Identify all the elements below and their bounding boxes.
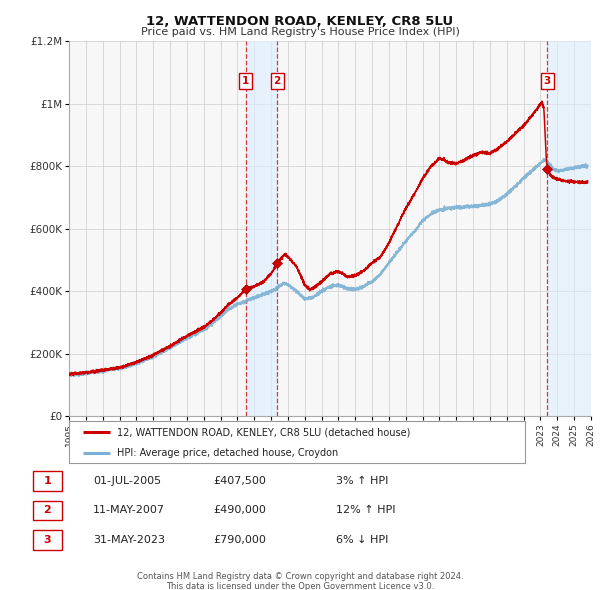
Text: £490,000: £490,000 bbox=[213, 506, 266, 515]
Text: Contains HM Land Registry data © Crown copyright and database right 2024.: Contains HM Land Registry data © Crown c… bbox=[137, 572, 463, 581]
Text: Price paid vs. HM Land Registry's House Price Index (HPI): Price paid vs. HM Land Registry's House … bbox=[140, 27, 460, 37]
Text: 3% ↑ HPI: 3% ↑ HPI bbox=[336, 476, 388, 486]
Text: 2: 2 bbox=[274, 76, 281, 86]
Text: 1: 1 bbox=[242, 76, 250, 86]
Text: This data is licensed under the Open Government Licence v3.0.: This data is licensed under the Open Gov… bbox=[166, 582, 434, 590]
Text: 3: 3 bbox=[44, 535, 51, 545]
Text: 6% ↓ HPI: 6% ↓ HPI bbox=[336, 535, 388, 545]
Text: 12, WATTENDON ROAD, KENLEY, CR8 5LU: 12, WATTENDON ROAD, KENLEY, CR8 5LU bbox=[146, 15, 454, 28]
Text: 3: 3 bbox=[544, 76, 551, 86]
Text: 12% ↑ HPI: 12% ↑ HPI bbox=[336, 506, 395, 515]
Text: 2: 2 bbox=[44, 506, 51, 515]
Bar bbox=[547, 41, 591, 416]
Text: £407,500: £407,500 bbox=[213, 476, 266, 486]
Bar bbox=[547, 41, 591, 416]
Text: 1: 1 bbox=[44, 476, 51, 486]
Text: HPI: Average price, detached house, Croydon: HPI: Average price, detached house, Croy… bbox=[117, 448, 338, 457]
Text: £790,000: £790,000 bbox=[213, 535, 266, 545]
Text: 12, WATTENDON ROAD, KENLEY, CR8 5LU (detached house): 12, WATTENDON ROAD, KENLEY, CR8 5LU (det… bbox=[117, 427, 410, 437]
Text: 31-MAY-2023: 31-MAY-2023 bbox=[93, 535, 165, 545]
Bar bbox=[246, 41, 277, 416]
Text: 01-JUL-2005: 01-JUL-2005 bbox=[93, 476, 161, 486]
Text: 11-MAY-2007: 11-MAY-2007 bbox=[93, 506, 165, 515]
